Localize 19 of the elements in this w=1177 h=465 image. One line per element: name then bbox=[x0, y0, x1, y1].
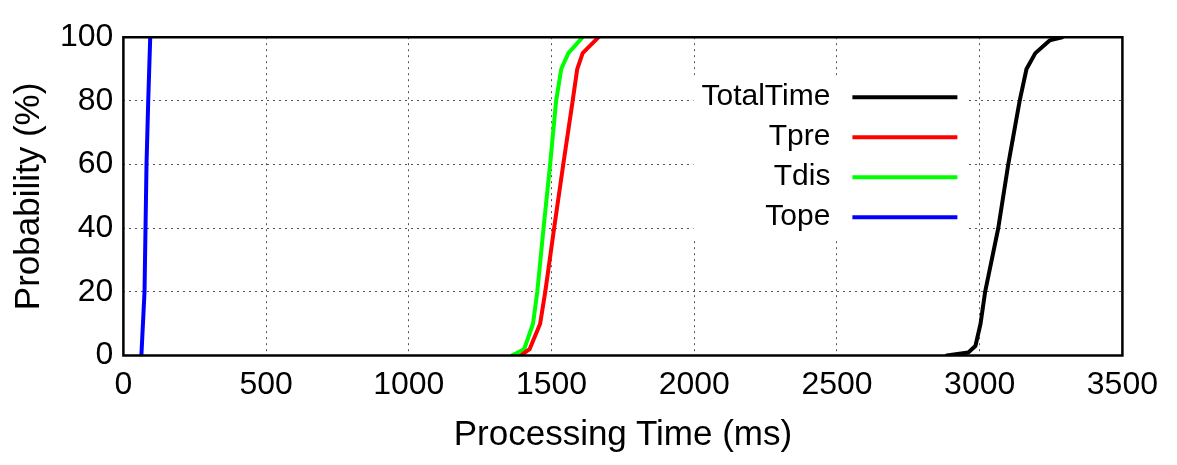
y-tick-label: 100 bbox=[60, 17, 114, 54]
x-tick-label: 1500 bbox=[515, 364, 588, 401]
y-axis-title: Probability (%) bbox=[6, 82, 46, 311]
legend-label: Tdis bbox=[773, 158, 831, 192]
x-tick-label: 2500 bbox=[801, 364, 873, 401]
legend-label: Tpre bbox=[768, 118, 831, 152]
legend-label: TotalTime bbox=[701, 78, 831, 112]
x-tick-label: 3000 bbox=[944, 364, 1016, 401]
x-axis-title: Processing Time (ms) bbox=[453, 412, 793, 452]
x-tick-label: 1000 bbox=[373, 364, 445, 401]
y-tick-label: 40 bbox=[77, 208, 114, 245]
x-tick-label: 2000 bbox=[658, 364, 730, 401]
legend-label: Tope bbox=[765, 198, 831, 232]
y-tick-label: 20 bbox=[77, 271, 114, 308]
x-tick-label: 500 bbox=[239, 364, 293, 401]
x-tick-label: 3500 bbox=[1086, 364, 1158, 401]
y-tick-label: 80 bbox=[77, 80, 114, 117]
y-tick-label: 60 bbox=[77, 144, 114, 181]
y-tick-label: 0 bbox=[95, 335, 114, 372]
